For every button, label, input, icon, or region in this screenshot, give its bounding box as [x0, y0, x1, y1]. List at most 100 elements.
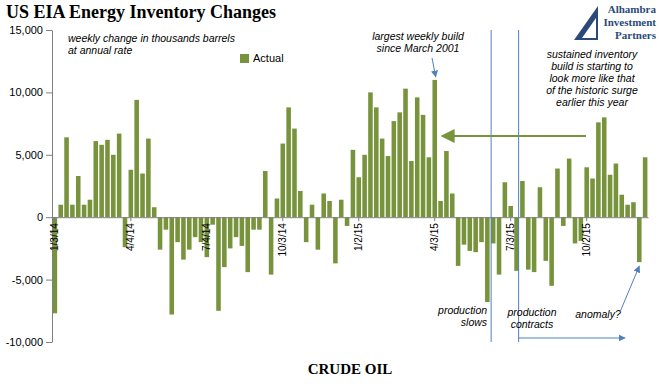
bar: [304, 217, 309, 242]
x-tick-label: 10/3/14: [277, 223, 288, 257]
annotation: slows: [461, 316, 488, 328]
x-tick: 10/3/14: [277, 217, 288, 256]
bar: [544, 217, 549, 261]
bar: [362, 155, 367, 217]
y-tick: 0: [37, 211, 52, 223]
bar: [99, 145, 104, 217]
bar: [427, 157, 432, 217]
bar: [619, 195, 624, 217]
y-tick-mark: [46, 30, 52, 31]
y-tick: -5,000: [12, 274, 52, 286]
bar: [152, 207, 157, 217]
bar: [286, 107, 291, 217]
bar: [316, 217, 321, 249]
bar: [310, 205, 315, 217]
bar: [538, 187, 543, 217]
x-tick: 10/2/15: [581, 217, 592, 256]
x-tick-mark: [206, 217, 207, 221]
y-tick-label: -5,000: [12, 274, 43, 286]
bar: [596, 122, 601, 217]
y-tick-label: 15,000: [9, 24, 43, 36]
bar: [473, 217, 478, 252]
x-tick: 7/3/15: [505, 217, 516, 251]
x-tick-label: 4/4/14: [125, 223, 136, 251]
x-tick-label: 4/3/15: [429, 223, 440, 251]
x-tick-mark: [130, 217, 131, 221]
bar: [432, 80, 437, 217]
annotation: weekly change in thousands barrels: [68, 32, 236, 44]
bar: [637, 217, 642, 262]
bar: [333, 217, 338, 263]
bar: [392, 121, 397, 217]
bar: [321, 193, 326, 217]
bar: [111, 155, 116, 217]
bar: [327, 201, 332, 217]
bar: [520, 181, 525, 217]
x-tick: 7/4/14: [201, 217, 212, 251]
title: US EIA Energy Inventory Changes: [6, 2, 276, 22]
annotation: production: [437, 304, 487, 316]
y-tick-label: -10,000: [6, 336, 43, 348]
bar: [409, 161, 414, 217]
bar: [140, 174, 145, 218]
bar: [356, 177, 361, 217]
bar: [257, 217, 262, 229]
bar: [251, 217, 256, 229]
annotation: at annual rate: [68, 44, 132, 56]
y-tick-mark: [46, 342, 52, 343]
bar: [561, 217, 566, 226]
annotation-arrow: [620, 266, 639, 312]
x-tick-label: 7/4/14: [201, 223, 212, 251]
bar: [462, 217, 467, 244]
bar: [129, 170, 134, 217]
x-tick-label: 1/2/15: [353, 223, 364, 251]
divider-line: [518, 30, 519, 342]
annotation: look more like that: [549, 72, 635, 84]
x-tick-mark: [54, 217, 55, 221]
bar: [187, 217, 192, 249]
bar: [169, 217, 174, 314]
bar: [263, 171, 268, 217]
divider-line: [491, 30, 492, 342]
bar: [351, 150, 356, 217]
annotation: earlier this year: [556, 96, 628, 108]
annotation: build is starting to: [551, 60, 633, 72]
bar: [397, 112, 402, 217]
x-tick-label: 10/2/15: [581, 223, 592, 257]
logo-box: [570, 0, 659, 46]
bar: [421, 115, 426, 217]
bar: [181, 217, 186, 259]
bar: [485, 217, 490, 302]
x-tick-mark: [434, 217, 435, 221]
bars: [53, 80, 648, 315]
y-tick-label: 10,000: [9, 86, 43, 98]
bar: [240, 217, 245, 246]
logo-text: Investment: [603, 16, 656, 28]
x-tick: 1/2/15: [353, 217, 364, 251]
x-tick: 4/3/15: [429, 217, 440, 251]
bar: [374, 107, 379, 217]
bar: [584, 167, 589, 217]
bar: [590, 179, 595, 218]
bar: [573, 217, 578, 243]
bar: [345, 217, 350, 226]
y-tick-mark: [46, 92, 52, 93]
bar: [479, 217, 484, 242]
logo-text: Alhambra: [608, 3, 657, 15]
bar: [269, 217, 274, 274]
bar: [549, 217, 554, 286]
bar: [508, 206, 513, 217]
y-tick: 15,000: [9, 24, 52, 36]
bar: [88, 200, 93, 217]
x-tick-label: 7/3/15: [505, 223, 516, 251]
annotation-arrow: [519, 338, 625, 339]
bar: [134, 100, 139, 217]
logo-icon-inner: [582, 18, 596, 38]
y-tick: 5,000: [15, 149, 52, 161]
y-axis-line: [52, 31, 53, 343]
bar: [70, 205, 75, 217]
chart: -10,000-5,00005,00010,00015,0001/3/144/4…: [0, 0, 659, 386]
bar: [93, 141, 98, 217]
y-tick: -10,000: [6, 336, 52, 348]
bar: [339, 200, 344, 217]
